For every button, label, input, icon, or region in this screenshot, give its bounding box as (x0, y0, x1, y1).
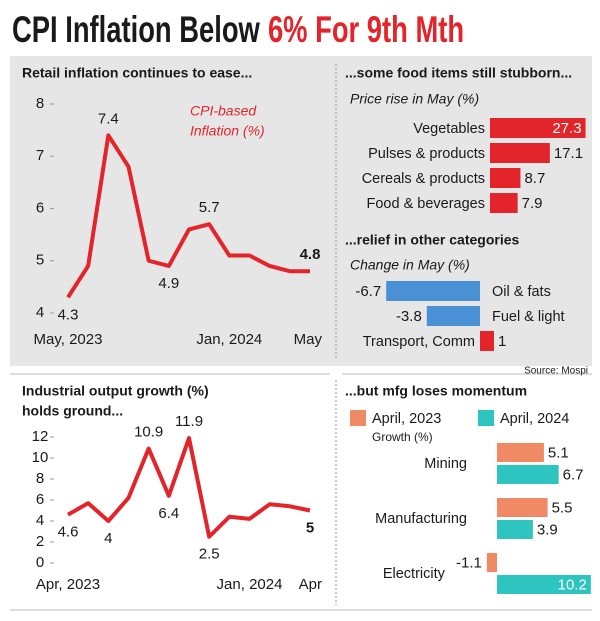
value-label: 10.9 (134, 424, 163, 441)
value-label: 5.1 (548, 444, 569, 461)
value-label: 6.7 (563, 466, 584, 483)
category-label: Fuel & light (492, 309, 565, 325)
panel-title: ...relief in other categories (345, 232, 519, 248)
bar (386, 281, 480, 301)
value-label: 7.9 (522, 195, 543, 212)
bar (486, 553, 497, 572)
value-label: 4.6 (58, 524, 79, 541)
bar (497, 520, 533, 539)
value-label: 3.9 (537, 521, 558, 538)
annotation: Inflation (%) (190, 123, 265, 139)
y-tick-label: 4 (36, 512, 44, 529)
category-label: Electricity (383, 566, 446, 582)
annotation: CPI-based (190, 103, 257, 119)
x-tick-label: Jan, 2024 (217, 576, 283, 593)
value-label: 11.9 (175, 413, 203, 430)
category-label: Mining (424, 456, 467, 472)
panel-title: Retail inflation continues to ease... (22, 65, 252, 81)
value-label: 4.9 (158, 275, 179, 292)
data-line (67, 436, 311, 539)
bar (497, 575, 591, 594)
y-tick-label: 5 (36, 252, 44, 269)
y-tick-label: 7 (36, 147, 44, 164)
value-label: 2.5 (199, 546, 220, 563)
x-tick-label: Jan, 2024 (196, 331, 262, 348)
headline-text: CPI Inflation Below (12, 9, 260, 50)
panel-title: ...some food items still stubborn... (345, 65, 572, 81)
panel-title: ...but mfg loses momentum (345, 383, 527, 399)
category-label: Manufacturing (375, 511, 467, 527)
bar (426, 306, 480, 326)
value-label: 6.4 (158, 505, 179, 522)
y-tick-label: 4 (36, 304, 44, 321)
x-tick-label: May, 2023 (34, 331, 103, 348)
y-tick-label: 8 (36, 95, 44, 112)
category-label: Pulses & products (368, 146, 485, 162)
category-label: Food & beverages (367, 196, 486, 212)
value-label: 4.3 (58, 306, 79, 323)
x-tick-label: Apr, 2023 (36, 576, 100, 593)
category-label: Vegetables (413, 121, 485, 137)
headline: CPI Inflation Below 6% For 9th Mth (12, 9, 464, 50)
subtitle: Change in May (%) (350, 257, 470, 273)
value-label: 10.2 (558, 576, 587, 593)
data-line (66, 133, 310, 299)
value-label: 1 (498, 333, 506, 350)
y-tick-label: 12 (32, 428, 49, 445)
legend-label: April, 2023 (372, 411, 441, 427)
legend-swatch (350, 410, 366, 426)
x-tick-label: Apr (299, 576, 322, 593)
bar (497, 465, 559, 484)
value-label: 4.8 (300, 246, 321, 263)
legend-swatch (478, 410, 494, 426)
value-label: 5.5 (552, 499, 573, 516)
y-tick-label: 6 (36, 199, 44, 216)
y-tick-label: 8 (36, 470, 44, 487)
value-label: 7.4 (98, 110, 119, 127)
category-label: Cereals & products (362, 171, 485, 187)
y-tick-label: 0 (36, 554, 44, 571)
value-label: 4 (104, 530, 112, 547)
panel-title: holds ground... (22, 403, 123, 419)
bar (497, 443, 544, 462)
category-label: Transport, Comm (363, 334, 475, 350)
subtitle: Price rise in May (%) (350, 91, 479, 107)
y-tick-label: 2 (36, 533, 44, 550)
value-label: -3.8 (396, 308, 422, 325)
bar (490, 118, 586, 138)
subtitle: Growth (%) (372, 430, 433, 444)
bar (490, 193, 518, 213)
headline-highlight: 6% For 9th Mth (268, 9, 464, 50)
x-tick-label: May (294, 331, 323, 348)
source: Source: Mospi (524, 366, 588, 377)
value-label: -1.1 (456, 554, 482, 571)
value-label: 5 (306, 519, 314, 536)
value-label: 5.7 (199, 199, 220, 216)
value-label: -6.7 (355, 283, 381, 300)
panel-title: Industrial output growth (%) (22, 383, 209, 399)
legend-label: April, 2024 (500, 411, 569, 427)
value-label: 27.3 (552, 120, 581, 137)
value-label: 17.1 (554, 145, 583, 162)
bar (490, 143, 550, 163)
category-label: Oil & fats (492, 284, 551, 300)
bar (480, 331, 494, 351)
value-label: 8.7 (524, 170, 545, 187)
bar (497, 498, 548, 517)
y-tick-label: 10 (32, 449, 49, 466)
bar (490, 168, 521, 188)
y-tick-label: 6 (36, 491, 44, 508)
